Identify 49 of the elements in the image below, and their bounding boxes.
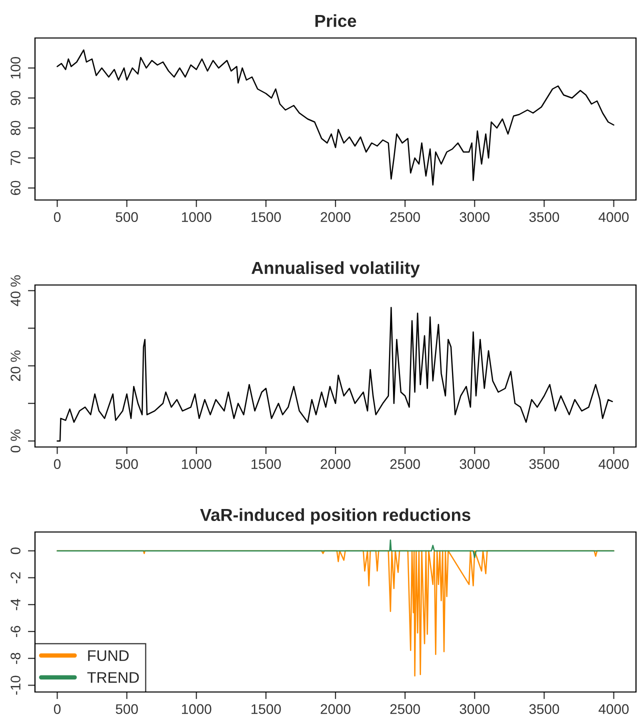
line-series — [56, 306, 613, 442]
x-tick-label: 2000 — [320, 212, 350, 222]
y-tick-label: 20 % — [10, 350, 20, 381]
x-tick-label: 3000 — [460, 704, 490, 714]
x-tick-label: 3000 — [460, 212, 490, 222]
x-tick-label: 3500 — [529, 459, 560, 470]
chart-title: Price — [315, 14, 356, 28]
line-series — [56, 539, 614, 558]
x-tick-label: 2500 — [390, 212, 420, 222]
x-tick-label: 4000 — [598, 704, 629, 714]
x-tick-label: 1000 — [182, 212, 212, 222]
y-tick-label: -4 — [10, 598, 20, 610]
y-tick-label: 0 % — [10, 430, 20, 452]
line-series — [56, 49, 614, 186]
y-tick-label: -8 — [10, 652, 20, 664]
x-tick-label: 1500 — [252, 704, 281, 714]
x-tick-label: 3500 — [529, 704, 560, 714]
y-tick-label: 0 — [10, 548, 20, 554]
x-tick-label: 1000 — [182, 704, 212, 714]
y-tick-label: 40 % — [10, 275, 20, 306]
x-tick-label: 2500 — [390, 459, 420, 470]
y-tick-label: 70 — [10, 150, 20, 166]
x-tick-label: 1500 — [252, 459, 281, 470]
x-tick-label: 500 — [116, 459, 138, 470]
x-tick-label: 0 — [54, 459, 61, 470]
x-tick-label: 2500 — [390, 704, 420, 714]
y-tick-label: 60 — [10, 180, 20, 196]
x-tick-label: 500 — [116, 704, 138, 714]
legend-label: TREND — [87, 672, 139, 683]
x-tick-label: 1500 — [252, 212, 281, 222]
y-tick-label: 80 — [10, 120, 20, 136]
chart-title: Annualised volatility — [252, 261, 420, 278]
x-tick-label: 500 — [116, 212, 138, 222]
y-tick-label: -2 — [10, 572, 20, 584]
y-tick-label: -6 — [10, 626, 20, 638]
legend-label: FUND — [88, 650, 129, 661]
y-tick-label: -10 — [10, 676, 20, 695]
x-tick-label: 2000 — [320, 704, 350, 714]
x-tick-label: 3500 — [529, 212, 560, 222]
x-tick-label: 4000 — [598, 212, 629, 222]
y-tick-label: 90 — [10, 90, 20, 106]
x-tick-label: 3000 — [460, 459, 490, 470]
x-tick-label: 1000 — [182, 459, 212, 470]
x-tick-label: 0 — [54, 704, 61, 714]
x-tick-label: 2000 — [320, 459, 350, 470]
x-tick-label: 0 — [54, 212, 61, 222]
x-tick-label: 4000 — [598, 459, 629, 470]
chart-title: VaR-induced position reductions — [200, 508, 470, 524]
y-tick-label: 100 — [10, 56, 20, 79]
